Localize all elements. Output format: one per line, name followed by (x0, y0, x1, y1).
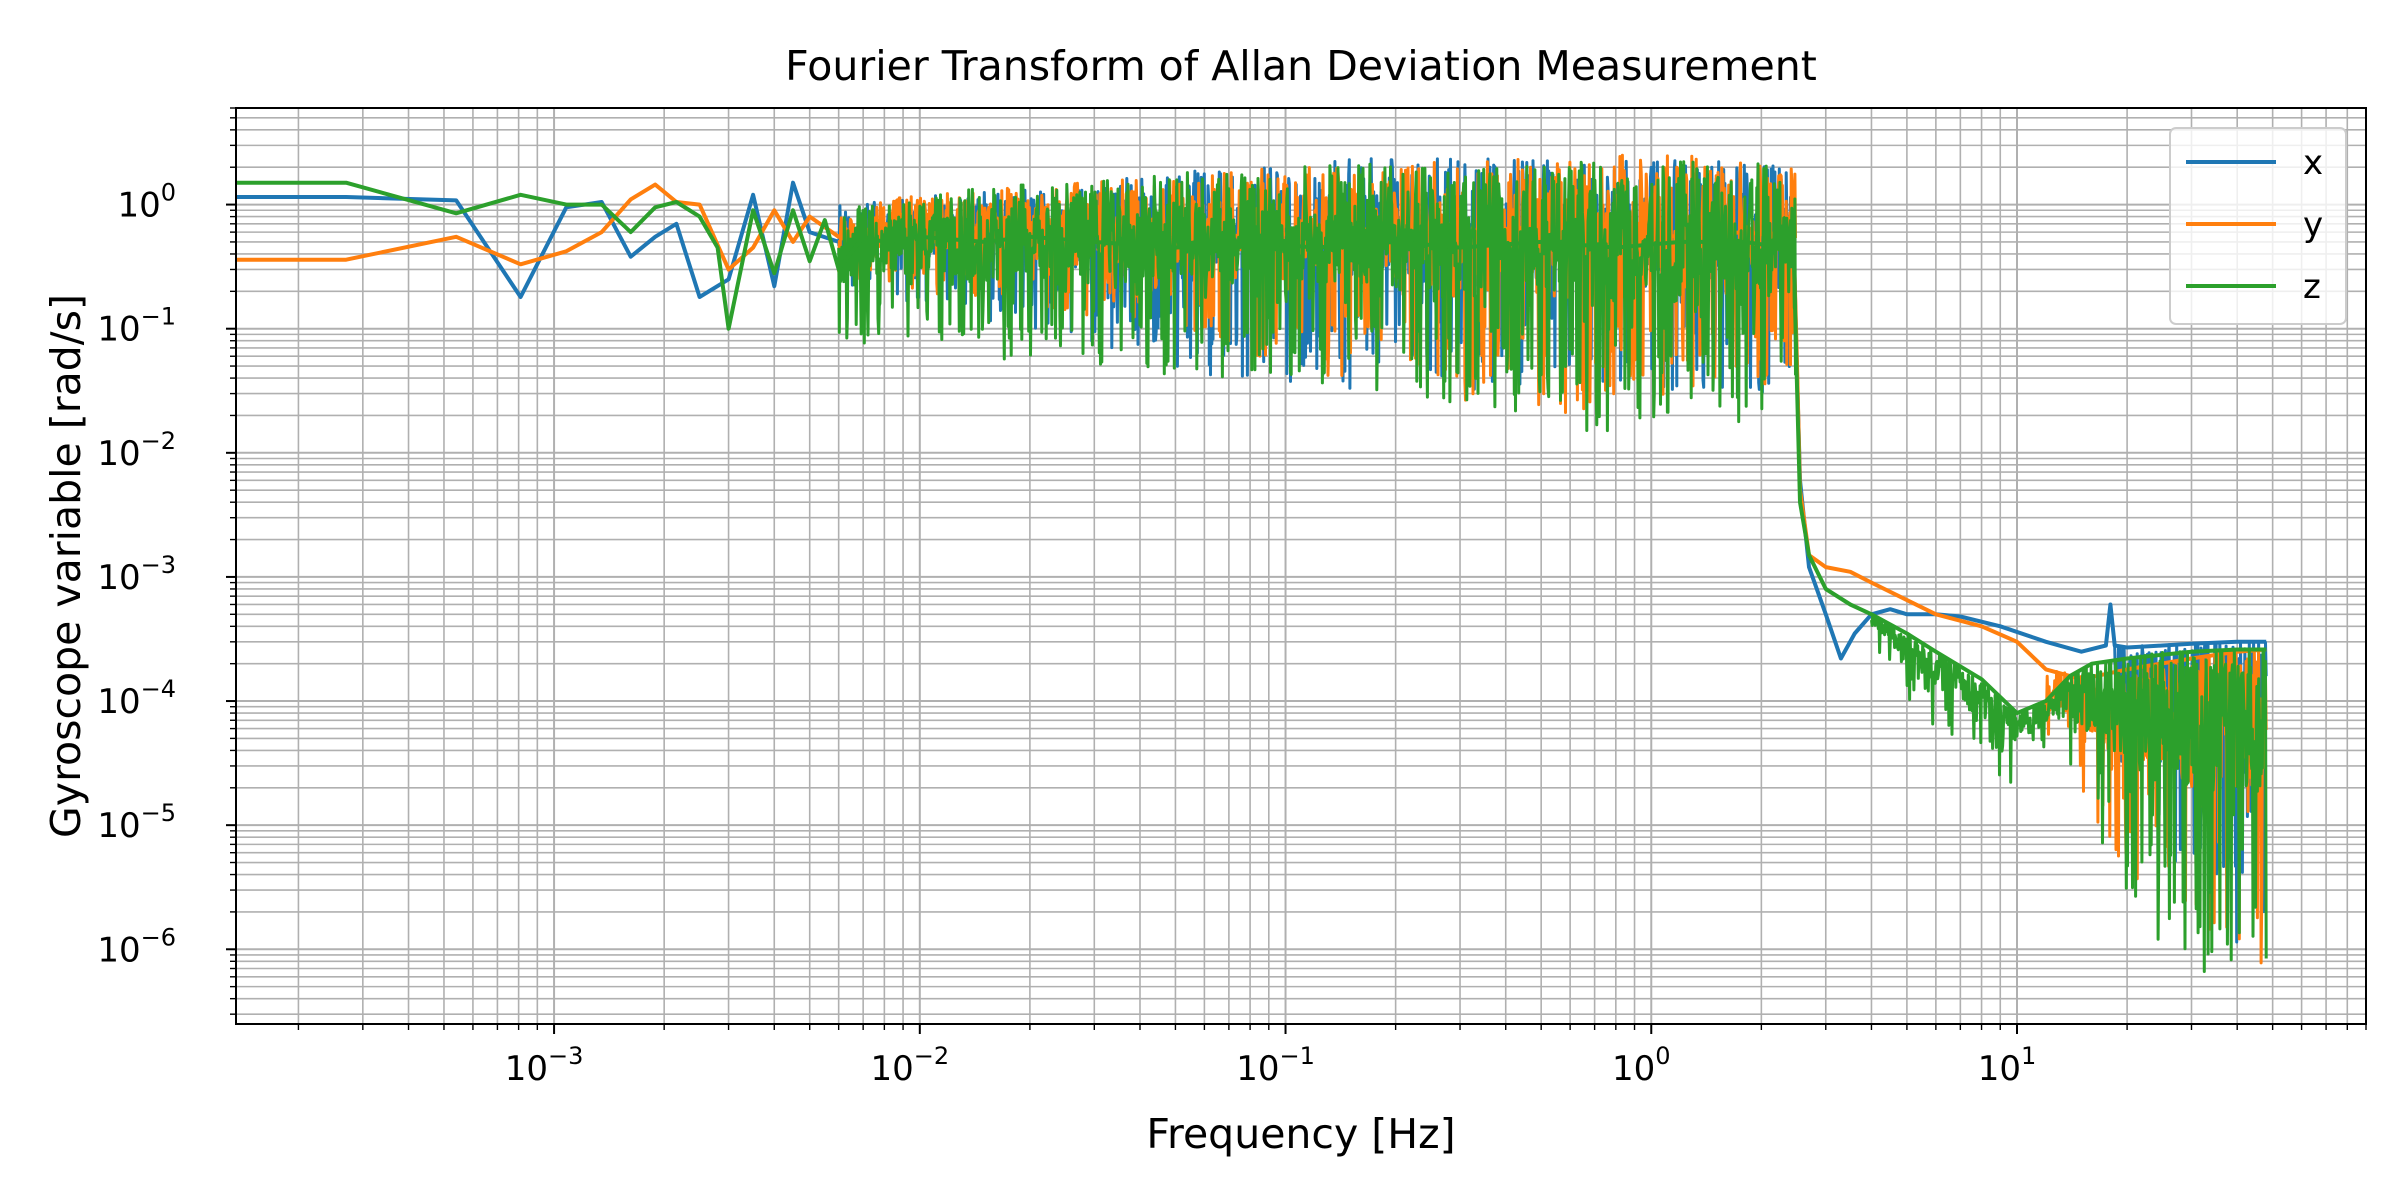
x-tick-label: 101 (1978, 1042, 2037, 1089)
y-tick-label: 10−2 (97, 427, 176, 474)
legend-label-z: z (2303, 267, 2321, 307)
series-layer (236, 153, 2268, 973)
series-z-noise-band (1870, 613, 2268, 973)
x-tick-label: 10−2 (870, 1042, 949, 1089)
y-tick-label: 10−3 (97, 551, 176, 598)
x-tick-label: 100 (1612, 1042, 1671, 1089)
plot-frame (235, 107, 2367, 1025)
y-tick-label: 10−4 (97, 675, 176, 722)
y-tick-label: 10−1 (97, 303, 176, 350)
chart-title: Fourier Transform of Allan Deviation Mea… (785, 42, 1817, 90)
x-axis-label: Frequency [Hz] (1146, 1110, 1455, 1158)
series-z-line (236, 180, 2267, 716)
y-tick-label: 10−6 (97, 923, 176, 970)
x-tick-label: 10−3 (505, 1042, 584, 1089)
y-tick-label: 100 (117, 179, 176, 226)
y-axis-label: Gyroscope variable [rad/s] (42, 294, 90, 838)
ticks: 10−3 10−2 10−1 100 101 100 10−1 10−2 10−3 10−4 10−… (97, 107, 2367, 1089)
x-tick-label: 10−1 (1236, 1042, 1315, 1089)
y-tick-label: 10−5 (97, 799, 176, 846)
legend-label-y: y (2303, 205, 2323, 245)
legend-label-x: x (2303, 143, 2323, 183)
series-z-noise-band (837, 160, 1797, 433)
legend: x y z (2169, 127, 2347, 325)
series-z (236, 160, 2268, 973)
